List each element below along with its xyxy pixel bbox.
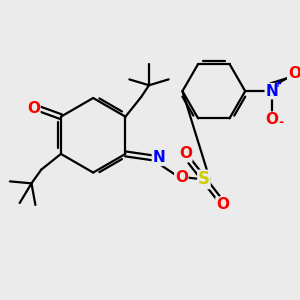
Text: O: O — [288, 66, 300, 81]
Text: O: O — [179, 146, 192, 161]
Text: N: N — [152, 150, 165, 165]
Text: O: O — [27, 101, 40, 116]
Text: -: - — [278, 116, 283, 129]
Text: N: N — [265, 84, 278, 99]
Text: S: S — [198, 170, 210, 188]
Text: +: + — [274, 79, 282, 89]
Text: O: O — [216, 197, 229, 212]
Text: O: O — [175, 170, 188, 185]
Text: O: O — [265, 112, 278, 127]
